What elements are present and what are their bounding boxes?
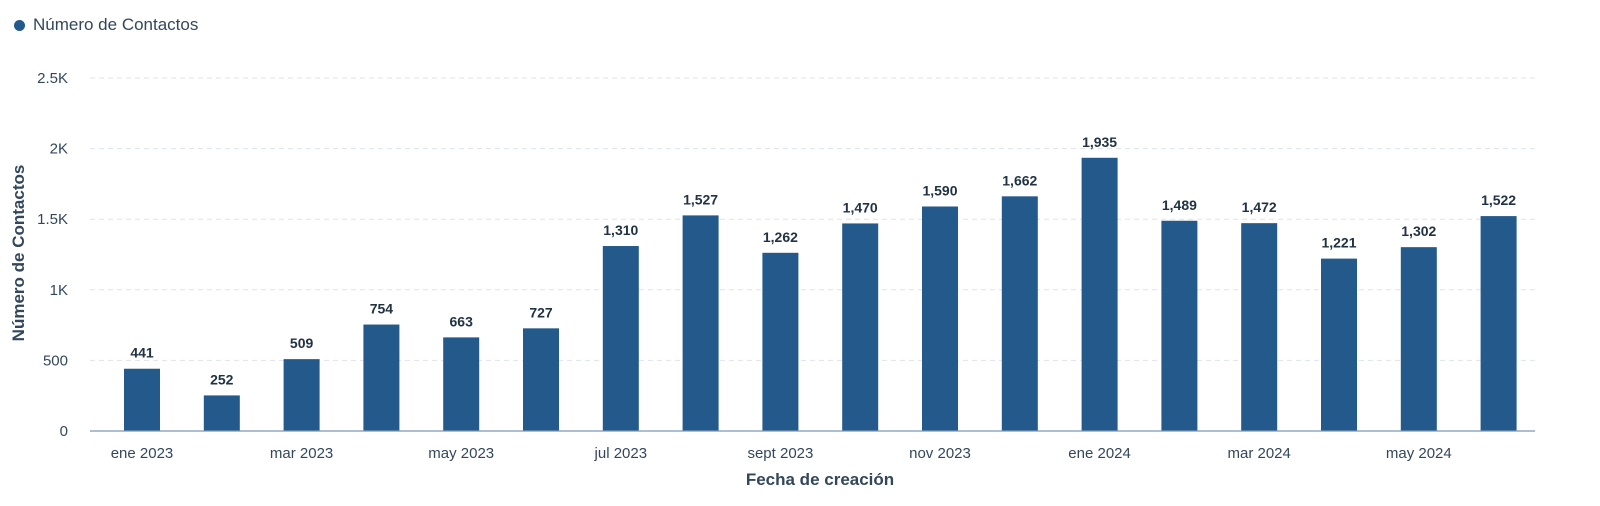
data-label: 727	[529, 304, 553, 320]
data-label: 1,262	[763, 229, 798, 245]
data-label: 252	[210, 371, 234, 387]
data-label: 663	[450, 313, 474, 329]
bar[interactable]	[842, 223, 879, 431]
bar[interactable]	[1480, 216, 1517, 431]
bar[interactable]	[1161, 220, 1198, 431]
bar[interactable]	[922, 206, 958, 431]
y-tick-label: 1K	[50, 282, 68, 299]
y-axis-ticks: 0 500 1K 1.5K 2K 2.5K	[37, 70, 68, 440]
bar[interactable]	[1001, 196, 1038, 431]
chart-legend: Número de Contactos	[14, 15, 198, 35]
x-axis-ticks: ene 2023 mar 2023 may 2023 jul 2023 sept 202…	[111, 445, 1452, 462]
bar[interactable]	[602, 246, 639, 431]
data-label: 1,470	[843, 199, 878, 215]
bar[interactable]	[203, 395, 240, 431]
bar[interactable]	[682, 215, 719, 431]
data-label: 1,472	[1242, 199, 1277, 215]
data-label: 509	[290, 335, 314, 351]
data-label: 1,522	[1481, 192, 1516, 208]
bar[interactable]	[124, 368, 160, 431]
data-label: 1,935	[1082, 134, 1117, 150]
data-label: 1,221	[1321, 235, 1356, 251]
y-tick-label: 2K	[50, 141, 68, 158]
bar[interactable]	[283, 359, 320, 431]
y-tick-label: 2.5K	[37, 70, 68, 87]
x-tick-label: jul 2023	[594, 445, 648, 462]
bar[interactable]	[762, 252, 799, 431]
data-label: 1,662	[1002, 172, 1037, 188]
legend-swatch	[14, 19, 25, 31]
x-tick-label: sept 2023	[747, 445, 813, 462]
x-tick-label: may 2024	[1386, 445, 1452, 462]
x-axis-title: Fecha de creación	[746, 470, 894, 489]
grid-lines	[90, 77, 1535, 361]
bar[interactable]	[1321, 258, 1357, 431]
y-tick-label: 500	[43, 352, 68, 369]
bars	[124, 157, 1517, 431]
x-tick-label: mar 2023	[270, 445, 333, 462]
bar[interactable]	[363, 324, 400, 431]
bar[interactable]	[1081, 157, 1118, 431]
legend-label: Número de Contactos	[33, 15, 199, 34]
data-label: 1,527	[683, 191, 718, 207]
y-tick-label: 0	[60, 423, 68, 440]
data-label: 1,489	[1162, 197, 1197, 213]
y-axis-title: Número de Contactos	[9, 165, 28, 342]
x-tick-label: ene 2024	[1068, 445, 1131, 462]
x-tick-label: nov 2023	[909, 445, 971, 462]
bar[interactable]	[1241, 223, 1278, 431]
data-label: 1,590	[922, 182, 957, 198]
data-label: 754	[370, 301, 394, 317]
data-label: 1,302	[1401, 223, 1436, 239]
x-tick-label: ene 2023	[111, 445, 174, 462]
bar[interactable]	[443, 337, 480, 431]
x-tick-label: may 2023	[428, 445, 494, 462]
data-label: 441	[130, 345, 154, 361]
y-tick-label: 1.5K	[37, 211, 68, 228]
data-label: 1,310	[603, 222, 638, 238]
x-tick-label: mar 2024	[1228, 445, 1291, 462]
bar[interactable]	[523, 328, 559, 431]
data-labels: 441 252 509 754 663 727 1,310 1,527 1,262 1,470 1,…	[130, 134, 1516, 388]
bar[interactable]	[1400, 247, 1437, 431]
